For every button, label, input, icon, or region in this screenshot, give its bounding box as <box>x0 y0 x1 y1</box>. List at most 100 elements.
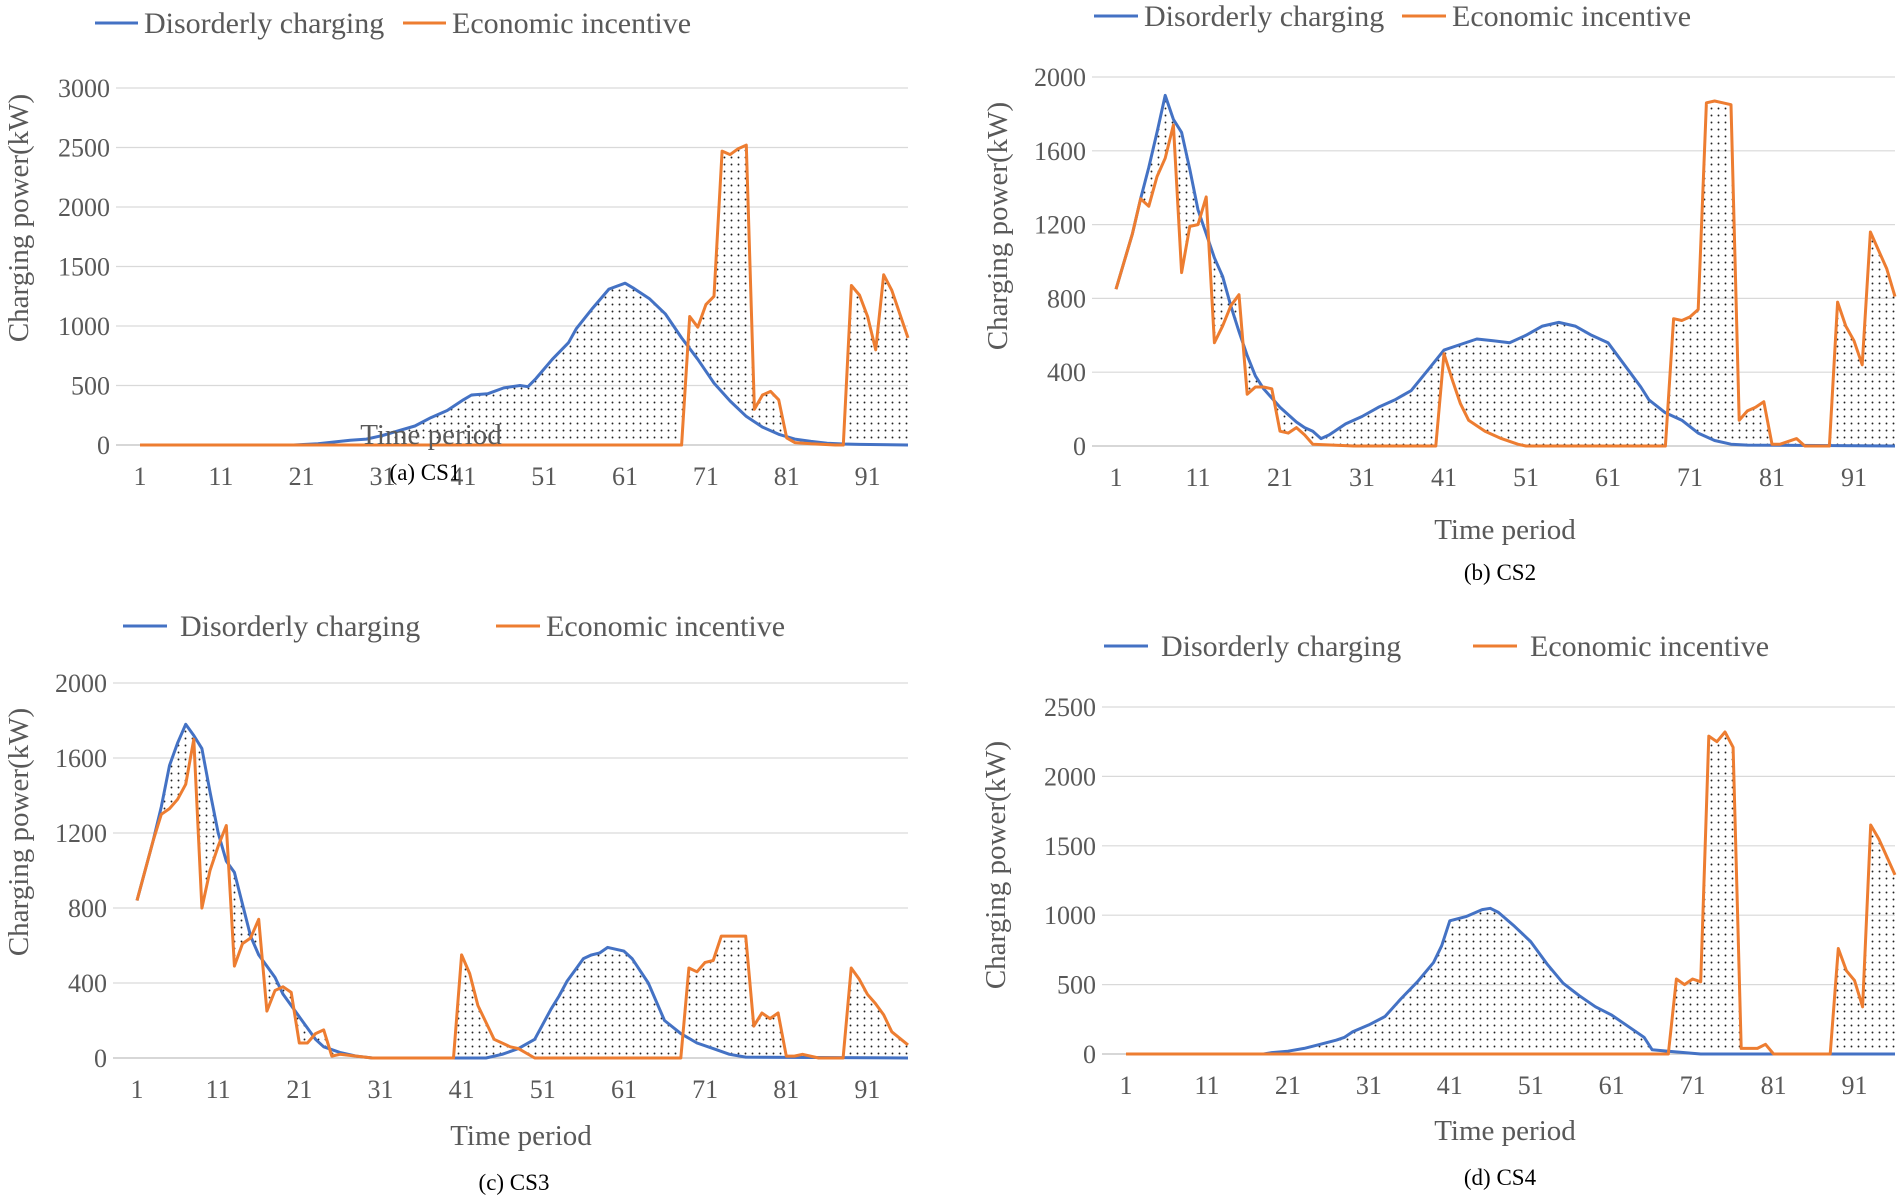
legend-label-disorderly: Disorderly charging <box>1161 630 1401 663</box>
y-tick-label: 1500 <box>58 253 110 282</box>
y-axis-title: Charging power(kW) <box>3 708 35 956</box>
x-tick-label: 71 <box>1677 463 1703 492</box>
y-axis-title: Charging power(kW) <box>3 94 35 342</box>
legend-label-economic: Economic incentive <box>452 7 691 40</box>
y-tick-label: 1000 <box>1044 901 1096 930</box>
y-tick-label: 0 <box>1083 1040 1096 1069</box>
y-tick-labels: 0 500 1000 1500 2000 2500 <box>1044 693 1096 1069</box>
legend-label-disorderly: Disorderly charging <box>144 7 384 40</box>
x-tick-label: 21 <box>1267 463 1293 492</box>
x-tick-label: 51 <box>1513 463 1539 492</box>
x-tick-label: 1 <box>1120 1071 1133 1100</box>
x-tick-label: 11 <box>1194 1071 1219 1100</box>
legend-label-economic: Economic incentive <box>1452 0 1691 33</box>
x-tick-label: 41 <box>1437 1071 1463 1100</box>
y-tick-label: 2500 <box>1044 693 1096 722</box>
x-tick-label: 21 <box>286 1075 312 1104</box>
x-tick-label: 91 <box>1841 463 1867 492</box>
y-axis-title: Charging power(kW) <box>980 741 1012 989</box>
y-tick-labels: 0 400 800 1200 1600 2000 <box>55 669 107 1073</box>
x-tick-label: 71 <box>692 1075 718 1104</box>
x-tick-label: 11 <box>208 462 233 491</box>
x-tick-label: 61 <box>611 1075 637 1104</box>
x-tick-label: 31 <box>1356 1071 1382 1100</box>
y-tick-labels: 0 400 800 1200 1600 2000 <box>1034 63 1086 461</box>
x-tick-label: 91 <box>854 1075 880 1104</box>
y-tick-label: 2000 <box>1034 63 1086 92</box>
x-axis-title: Time period <box>450 1120 592 1152</box>
y-tick-label: 400 <box>68 969 107 998</box>
x-tick-label: 61 <box>1599 1071 1625 1100</box>
x-tick-label: 81 <box>1761 1071 1787 1100</box>
x-tick-label: 71 <box>693 462 719 491</box>
x-tick-label: 1 <box>131 1075 144 1104</box>
chart-caption: (c) CS3 <box>479 1170 550 1195</box>
x-tick-label: 41 <box>1431 463 1457 492</box>
y-tick-label: 800 <box>1047 284 1086 313</box>
y-tick-label: 1200 <box>1034 211 1086 240</box>
x-tick-label: 31 <box>1349 463 1375 492</box>
x-tick-labels: 1 11 21 31 41 51 61 71 81 91 <box>131 1075 881 1104</box>
y-tick-label: 500 <box>71 372 110 401</box>
legend-label-economic: Economic incentive <box>546 610 785 643</box>
x-tick-label: 41 <box>449 1075 475 1104</box>
y-tick-label: 0 <box>1073 432 1086 461</box>
y-tick-labels: 0 500 1000 1500 2000 2500 3000 <box>58 74 110 460</box>
x-tick-label: 11 <box>206 1075 231 1104</box>
x-tick-label: 91 <box>855 462 881 491</box>
series-line-economic <box>140 143 910 447</box>
dotted-fill <box>1116 95 1895 447</box>
x-tick-label: 21 <box>289 462 315 491</box>
legend: Disorderly charging Economic incentive <box>1104 630 1769 663</box>
series-line-economic <box>1114 99 1897 448</box>
x-tick-label: 81 <box>1759 463 1785 492</box>
y-tick-label: 1500 <box>1044 832 1096 861</box>
y-tick-label: 2000 <box>1044 762 1096 791</box>
y-tick-label: 3000 <box>58 74 110 103</box>
x-tick-labels: 1 11 21 31 41 51 61 71 81 91 <box>134 462 881 491</box>
y-tick-label: 1600 <box>55 744 107 773</box>
dotted-fill <box>140 145 908 445</box>
x-axis-title: Time period <box>360 419 502 451</box>
y-tick-label: 0 <box>97 431 110 460</box>
legend-label-disorderly: Disorderly charging <box>1144 0 1384 33</box>
y-tick-label: 800 <box>68 894 107 923</box>
series-line-disorderly <box>1114 93 1896 448</box>
chart-caption: (a) CS1 <box>390 460 461 485</box>
x-tick-label: 31 <box>367 1075 393 1104</box>
dotted-fill <box>137 724 908 1058</box>
y-tick-label: 2000 <box>55 669 107 698</box>
y-tick-label: 2000 <box>58 193 110 222</box>
y-tick-label: 2500 <box>58 134 110 163</box>
x-tick-labels: 1 11 21 31 41 51 61 71 81 91 <box>1120 1071 1868 1100</box>
legend: Disorderly charging Economic incentive <box>123 610 785 643</box>
x-tick-label: 31 <box>370 462 396 491</box>
y-tick-label: 400 <box>1047 358 1086 387</box>
x-tick-label: 1 <box>1110 463 1123 492</box>
chart-cs3: Disorderly charging Economic incentive 0… <box>3 610 909 1195</box>
legend: Disorderly charging Economic incentive <box>1094 0 1691 33</box>
x-tick-label: 61 <box>1595 463 1621 492</box>
y-tick-label: 1200 <box>55 819 107 848</box>
series-line-economic <box>1126 730 1897 1056</box>
legend-label-economic: Economic incentive <box>1530 630 1769 663</box>
legend-label-disorderly: Disorderly charging <box>180 610 420 643</box>
x-tick-label: 1 <box>134 462 147 491</box>
x-tick-label: 61 <box>612 462 638 491</box>
chart-caption: (b) CS2 <box>1464 560 1536 585</box>
y-tick-label: 0 <box>94 1044 107 1073</box>
legend: Disorderly charging Economic incentive <box>95 7 691 40</box>
y-tick-label: 1000 <box>58 312 110 341</box>
x-tick-labels: 1 11 21 31 41 51 61 71 81 91 <box>1110 463 1868 492</box>
y-axis-title: Charging power(kW) <box>982 102 1014 350</box>
x-axis-title: Time period <box>1434 1115 1576 1147</box>
chart-cs2: Disorderly charging Economic incentive 0… <box>982 0 1897 585</box>
chart-caption: (d) CS4 <box>1464 1165 1537 1190</box>
x-tick-label: 21 <box>1275 1071 1301 1100</box>
x-tick-label: 81 <box>773 1075 799 1104</box>
series-line-disorderly <box>1126 906 1895 1056</box>
x-tick-label: 91 <box>1842 1071 1868 1100</box>
dotted-fill <box>1126 732 1895 1054</box>
x-tick-label: 51 <box>531 462 557 491</box>
